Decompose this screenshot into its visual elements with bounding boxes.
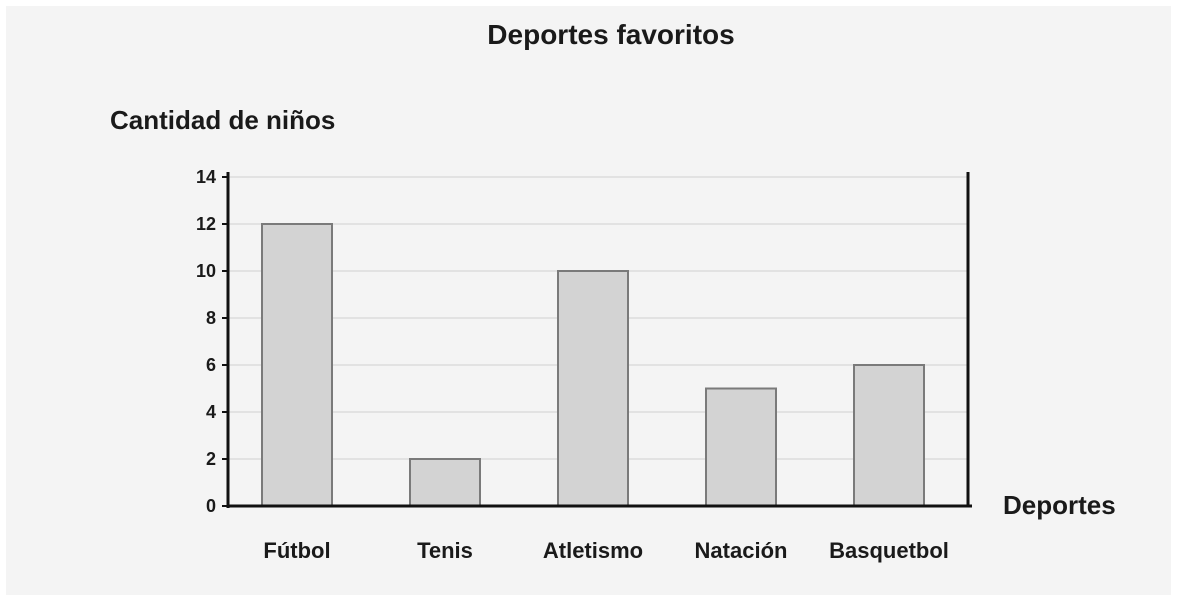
category-label-3: Natación [695, 538, 788, 563]
y-tick-label-4: 8 [206, 308, 216, 328]
bar-0 [261, 223, 333, 507]
y-tick-label-5: 10 [196, 261, 216, 281]
axes [226, 172, 972, 508]
y-tick-label-2: 4 [206, 402, 216, 422]
category-label-2: Atletismo [543, 538, 643, 563]
category-label-1: Tenis [417, 538, 473, 563]
y-tick-label-7: 14 [196, 167, 216, 187]
y-tick-label-0: 0 [206, 496, 216, 516]
bar-2 [557, 270, 629, 507]
y-axis-label: Cantidad de niños [110, 105, 335, 135]
x-categories: Fútbol Tenis Atletismo Natación Basquetbol [263, 538, 949, 563]
bar-3 [705, 387, 777, 507]
y-ticks: 0 2 4 6 8 10 12 14 [196, 167, 228, 516]
category-label-4: Basquetbol [829, 538, 949, 563]
y-tick-label-3: 6 [206, 355, 216, 375]
chart-title: Deportes favoritos [487, 19, 734, 50]
bar-1 [409, 458, 481, 507]
x-axis-label: Deportes [1003, 490, 1116, 520]
bar-4 [853, 364, 925, 507]
category-label-0: Fútbol [263, 538, 330, 563]
y-tick-label-6: 12 [196, 214, 216, 234]
y-tick-label-1: 2 [206, 449, 216, 469]
